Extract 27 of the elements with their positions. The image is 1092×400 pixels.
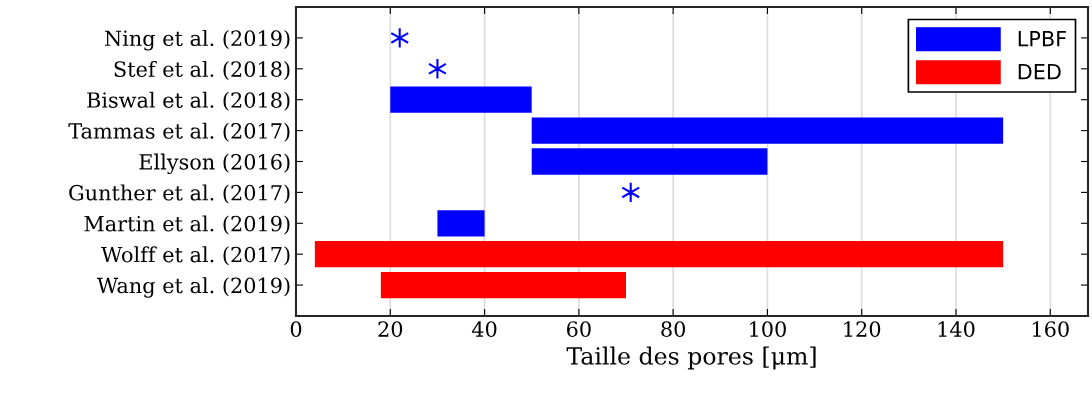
y-tick-label: Gunther et al. (2017) [69,184,290,204]
y-tick-label: Martin et al. (2019) [84,215,290,235]
legend-label: LPBF [1018,30,1066,47]
x-tick-label: 100 [750,321,786,337]
x-tick-label: 40 [471,321,497,337]
y-tick-label: Ning et al. (2019) [104,29,290,51]
x-tick-label: 140 [938,321,975,337]
y-tick-label: Ellyson (2016) [139,153,290,175]
legend-label: DED [1018,64,1061,80]
bar [531,117,1004,144]
x-tick-label: 20 [378,321,403,337]
x-tick-label: 160 [1032,321,1069,337]
y-tick-label: Stef et al. (2018) [114,60,290,80]
y-tick-label: Wang et al. (2019) [96,277,290,298]
x-tick-label: 120 [844,321,881,337]
x-tick-label: 80 [661,321,686,337]
bar [380,271,626,299]
x-tick-label: 0 [290,321,302,337]
bar [314,241,1004,268]
bar [390,86,532,113]
y-tick-label: Wolff et al. (2017) [101,246,290,266]
x-tick-label: 60 [567,321,591,337]
bar [437,210,485,237]
x-axis-title: Taille des pores [μm] [566,346,816,370]
y-tick-label: Tammas et al. (2017) [68,122,290,142]
y-tick-label: Biswal et al. (2018) [87,91,290,111]
bar [531,148,768,175]
